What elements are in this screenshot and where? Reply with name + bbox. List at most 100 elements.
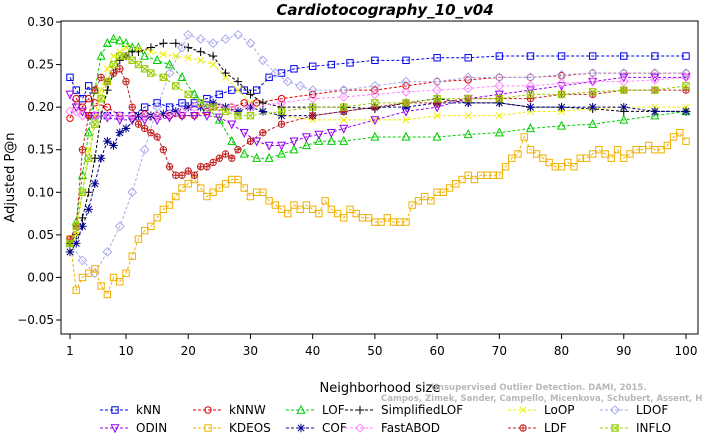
data-point xyxy=(588,150,597,158)
series-line xyxy=(69,76,686,146)
data-point xyxy=(202,101,212,111)
data-point xyxy=(650,107,660,116)
data-point xyxy=(277,120,286,128)
data-point xyxy=(284,209,292,218)
data-point xyxy=(464,112,472,120)
y-tick-label: 0.20 xyxy=(27,100,54,114)
data-point xyxy=(495,73,504,82)
watermark-line-1: Unsupervised Outlier Detection. DAMI, 20… xyxy=(431,383,647,393)
legend-marker xyxy=(519,406,527,414)
data-point xyxy=(221,150,230,158)
legend-item-lof: LOF xyxy=(286,403,345,417)
data-point xyxy=(470,175,479,184)
data-point xyxy=(545,158,553,167)
data-point xyxy=(202,111,212,121)
data-point xyxy=(196,163,205,171)
data-point xyxy=(239,148,249,158)
data-point xyxy=(172,52,180,60)
data-point xyxy=(140,226,149,235)
data-point xyxy=(172,82,180,90)
data-point xyxy=(159,205,168,214)
series-line xyxy=(69,42,686,244)
legend-item-inflo: INFLO xyxy=(600,421,671,434)
data-point xyxy=(649,74,660,85)
data-point xyxy=(401,131,411,141)
legend-label: KDEOS xyxy=(229,421,271,434)
data-point xyxy=(495,52,504,60)
data-point xyxy=(588,118,598,128)
data-point xyxy=(203,163,211,171)
data-point xyxy=(290,201,298,209)
legend-item-knn: kNN xyxy=(100,403,161,417)
data-point xyxy=(321,197,329,205)
data-point xyxy=(159,73,168,82)
data-point xyxy=(65,90,75,100)
data-point xyxy=(72,222,80,231)
data-point xyxy=(177,106,187,117)
data-point xyxy=(128,252,136,260)
data-point xyxy=(620,52,628,60)
data-point xyxy=(178,99,186,107)
x-axis-label: Neighborhood size xyxy=(320,381,441,396)
data-point xyxy=(128,56,136,65)
data-point xyxy=(301,140,311,150)
legend-item-kdeos: KDEOS xyxy=(193,421,271,434)
series-simplifiedlof xyxy=(65,39,691,248)
series-cof xyxy=(65,98,691,257)
data-point xyxy=(96,50,106,60)
data-point xyxy=(109,273,118,282)
legend-item-ldof: LDOF xyxy=(600,403,668,417)
data-point xyxy=(271,201,280,209)
data-point xyxy=(433,99,441,107)
data-point xyxy=(370,116,380,126)
data-point xyxy=(464,76,472,84)
data-point xyxy=(165,163,174,171)
data-point xyxy=(147,128,155,137)
data-point xyxy=(190,171,199,179)
data-point xyxy=(245,102,256,113)
data-point xyxy=(494,90,504,100)
data-point xyxy=(134,235,143,243)
data-point xyxy=(495,94,504,103)
data-point xyxy=(246,111,255,120)
data-point xyxy=(78,146,87,154)
data-point xyxy=(215,184,224,192)
data-point xyxy=(613,146,622,154)
data-point xyxy=(153,133,161,141)
data-point xyxy=(208,38,219,49)
legend-item-cof: COF xyxy=(286,421,347,434)
data-point xyxy=(147,69,155,77)
data-point xyxy=(72,286,80,294)
data-point xyxy=(84,111,93,120)
data-point xyxy=(66,239,74,248)
data-point xyxy=(525,86,535,96)
data-point xyxy=(295,80,306,91)
data-point xyxy=(84,94,93,103)
data-point xyxy=(327,205,336,214)
data-point xyxy=(371,86,379,94)
data-point xyxy=(103,65,111,73)
data-point xyxy=(619,102,628,112)
data-point xyxy=(265,73,273,82)
data-point xyxy=(84,269,93,277)
x-tick-label: 100 xyxy=(675,344,698,358)
data-point xyxy=(91,120,99,128)
legend-marker xyxy=(110,424,120,434)
legend-item-fastabod: FastABOD xyxy=(345,421,440,434)
data-point xyxy=(526,52,535,60)
data-point xyxy=(277,107,286,116)
data-point xyxy=(134,120,143,128)
data-point xyxy=(122,43,130,52)
x-tick-label: 1 xyxy=(66,344,74,358)
data-point xyxy=(452,180,460,188)
data-point xyxy=(246,137,255,145)
y-tick-label: 0.30 xyxy=(27,15,54,29)
data-point xyxy=(301,133,311,143)
data-point xyxy=(514,150,522,158)
data-point xyxy=(184,180,192,188)
data-point xyxy=(414,197,423,205)
data-point xyxy=(564,158,572,167)
data-point xyxy=(620,86,628,94)
legend-marker xyxy=(355,423,365,433)
data-point xyxy=(147,222,155,231)
